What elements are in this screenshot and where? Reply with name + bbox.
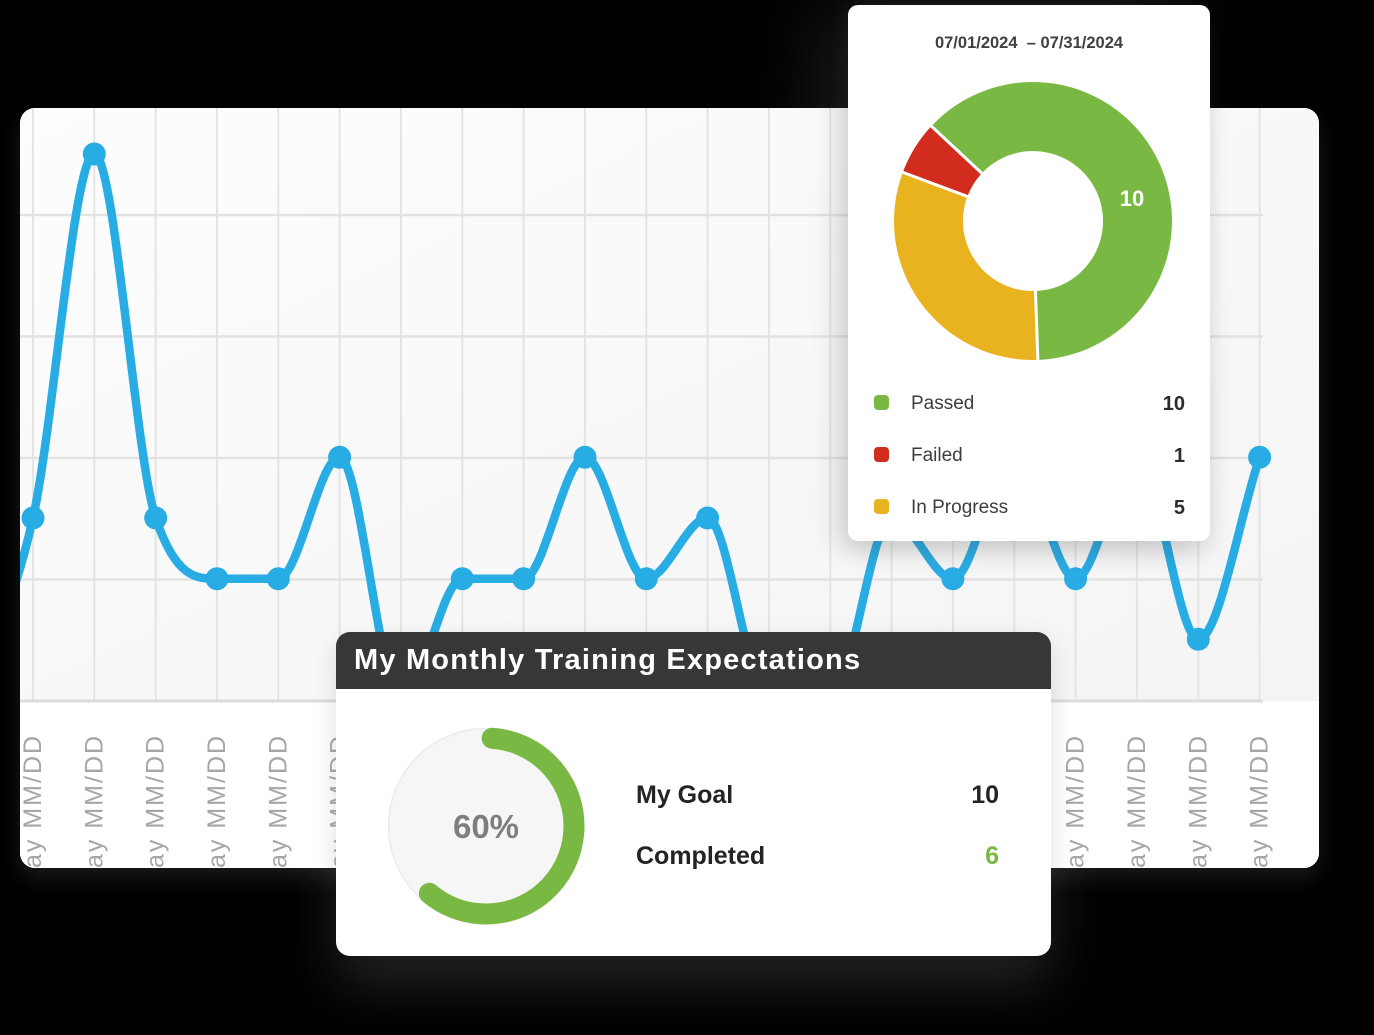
svg-text:ay MM/DD: ay MM/DD (1062, 734, 1090, 868)
svg-text:ay MM/DD: ay MM/DD (1184, 734, 1212, 868)
svg-text:ay MM/DD: ay MM/DD (1123, 734, 1151, 868)
svg-text:ay MM/DD: ay MM/DD (20, 734, 47, 868)
svg-text:ay MM/DD: ay MM/DD (80, 734, 108, 868)
svg-text:60%: 60% (453, 808, 519, 845)
svg-text:ay MM/DD: ay MM/DD (1246, 734, 1274, 868)
svg-text:10: 10 (1120, 186, 1144, 211)
svg-text:ay MM/DD: ay MM/DD (142, 734, 170, 868)
svg-text:ay MM/DD: ay MM/DD (203, 734, 231, 868)
svg-text:ay MM/DD: ay MM/DD (264, 734, 292, 868)
